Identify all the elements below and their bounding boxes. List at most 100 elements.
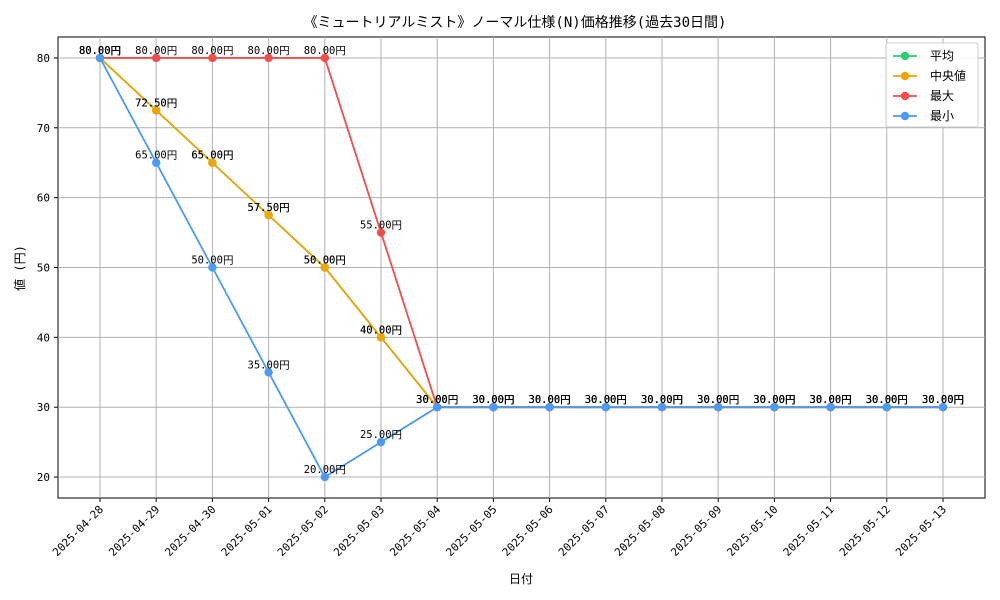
x-axis-ticks: 2025-04-28 2025-04-29 2025-04-30 2025-05-01… <box>50 498 949 559</box>
data-label: 30.00円 <box>641 394 683 406</box>
y-tick-label: 60 <box>37 192 50 205</box>
data-label: 35.00円 <box>248 359 290 371</box>
x-tick-label: 2025-05-08 <box>612 503 668 559</box>
y-tick-label: 70 <box>37 122 50 135</box>
data-point <box>882 402 891 412</box>
data-label: 50.00円 <box>191 255 233 267</box>
data-label: 30.00円 <box>529 394 571 406</box>
x-tick-label: 2025-05-09 <box>668 503 724 559</box>
series-lines <box>95 53 948 482</box>
data-label: 30.00円 <box>472 394 514 406</box>
data-label: 30.00円 <box>922 394 964 406</box>
data-label: 30.00円 <box>753 394 795 406</box>
legend-label: 中央値 <box>930 68 966 83</box>
data-label: 30.00円 <box>810 394 852 406</box>
y-tick-label: 50 <box>37 262 50 275</box>
data-label: 30.00円 <box>585 394 627 406</box>
y-tick-label: 40 <box>37 331 50 344</box>
data-label: 80.00円 <box>135 45 177 57</box>
data-label: 30.00円 <box>585 394 627 406</box>
data-label: 57.50円 <box>248 202 290 214</box>
y-tick-label: 80 <box>37 52 50 65</box>
x-tick-label: 2025-05-05 <box>443 503 499 559</box>
x-tick-label: 2025-05-13 <box>893 503 949 559</box>
data-label: 30.00円 <box>585 394 627 406</box>
data-label: 30.00円 <box>922 394 964 406</box>
data-point <box>152 158 161 167</box>
data-point <box>95 53 105 63</box>
data-labels: 80.00円 72.50円 65.00円 57.50円 50.00円 40.00円 30.0… <box>79 45 964 476</box>
x-tick-label: 2025-04-29 <box>106 503 162 559</box>
legend-marker <box>900 51 910 61</box>
data-label: 30.00円 <box>416 394 458 406</box>
data-label: 65.00円 <box>191 150 233 162</box>
x-tick-label: 2025-05-10 <box>724 503 780 559</box>
data-label: 80.00円 <box>79 45 121 57</box>
legend-label: 最小 <box>930 109 954 123</box>
data-label: 80.00円 <box>304 45 346 57</box>
chart-title: 《ミュートリアルミスト》ノーマル仕様(N)価格推移(過去30日間) <box>304 15 727 31</box>
x-tick-label: 2025-05-11 <box>781 503 837 559</box>
data-label: 72.50円 <box>135 97 177 109</box>
data-label: 30.00円 <box>866 394 908 406</box>
data-label: 30.00円 <box>866 394 908 406</box>
x-tick-label: 2025-05-03 <box>331 503 387 559</box>
data-label: 30.00円 <box>810 394 852 406</box>
data-point <box>545 402 554 412</box>
data-label: 80.00円 <box>79 45 121 57</box>
data-label: 30.00円 <box>472 394 514 406</box>
data-point <box>264 53 273 63</box>
legend-marker <box>900 71 910 81</box>
x-tick-label: 2025-05-06 <box>500 503 556 559</box>
data-point <box>770 402 779 412</box>
data-label: 80.00円 <box>79 45 121 57</box>
data-label: 30.00円 <box>641 394 683 406</box>
data-label: 30.00円 <box>529 394 571 406</box>
data-label: 30.00円 <box>922 394 964 406</box>
series-line <box>99 57 943 409</box>
data-label: 30.00円 <box>416 394 458 406</box>
data-point <box>714 402 723 412</box>
data-label: 30.00円 <box>529 394 571 406</box>
data-point <box>208 263 217 272</box>
series-line <box>99 57 943 409</box>
data-label: 30.00円 <box>753 394 795 406</box>
data-point <box>433 402 442 412</box>
data-label: 30.00円 <box>416 394 458 406</box>
data-label: 30.00円 <box>810 394 852 406</box>
data-point <box>376 333 386 342</box>
data-label: 65.00円 <box>191 150 233 162</box>
data-label: 30.00円 <box>472 394 514 406</box>
x-axis-label: 日付 <box>509 572 533 586</box>
data-point <box>489 402 498 412</box>
x-tick-label: 2025-05-04 <box>387 503 443 559</box>
x-tick-label: 2025-04-30 <box>162 503 218 559</box>
data-label: 57.50円 <box>248 202 290 214</box>
data-label: 80.00円 <box>248 45 290 57</box>
data-point <box>657 402 667 412</box>
data-label: 30.00円 <box>810 394 852 406</box>
y-tick-label: 30 <box>37 401 50 414</box>
x-tick-label: 2025-04-28 <box>50 503 106 559</box>
data-point <box>152 106 161 115</box>
series-line <box>99 57 943 479</box>
data-label: 30.00円 <box>866 394 908 406</box>
y-tick-label: 20 <box>37 471 50 484</box>
data-label: 40.00円 <box>360 324 402 336</box>
data-point <box>264 210 273 220</box>
data-point <box>826 402 835 412</box>
data-label: 30.00円 <box>472 394 514 406</box>
data-point <box>601 402 610 412</box>
legend-box <box>885 42 979 128</box>
data-label: 30.00円 <box>697 394 739 406</box>
data-label: 30.00円 <box>697 394 739 406</box>
data-label: 80.00円 <box>79 45 121 57</box>
x-tick-label: 2025-05-02 <box>275 503 331 559</box>
legend-label: 平均 <box>930 49 954 63</box>
data-label: 30.00円 <box>529 394 571 406</box>
data-label: 30.00円 <box>697 394 739 406</box>
data-point <box>938 402 948 412</box>
data-point <box>320 53 329 63</box>
